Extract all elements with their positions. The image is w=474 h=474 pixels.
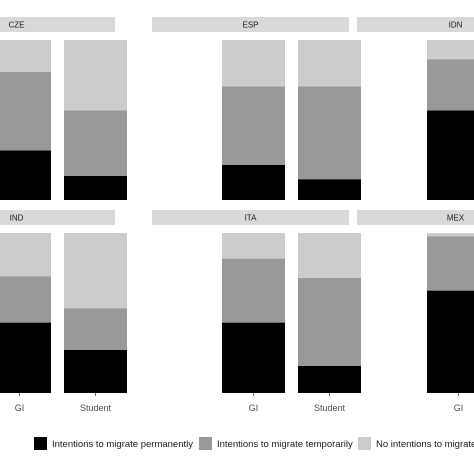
- panel-title: ITA: [245, 214, 258, 223]
- bar-segment-gi-3: [427, 233, 474, 237]
- bar-segment-gi-2: [427, 59, 474, 111]
- bar-segment-student-2: [298, 86, 361, 180]
- x-tick-label: Student: [80, 403, 112, 413]
- x-tick-label: GI: [454, 403, 464, 413]
- bar-segment-gi-1: [427, 110, 474, 200]
- bar-segment-gi-2: [427, 236, 474, 291]
- bar-segment-student-2: [64, 308, 127, 350]
- panel-strip: [152, 210, 349, 225]
- bar-segment-student-1: [64, 349, 127, 393]
- legend-label: Intentions to migrate permanently: [52, 439, 193, 450]
- bar-segment-gi-1: [222, 164, 285, 200]
- legend: Intentions to migrate permanently Intenti…: [34, 437, 474, 450]
- bar-segment-gi-3: [222, 40, 285, 87]
- panel-idn: IDN: [357, 17, 474, 200]
- legend-swatch: [199, 437, 212, 450]
- bar-segment-gi-2: [222, 258, 285, 323]
- panel-mex: MEX GI: [357, 210, 474, 413]
- bar-segment-gi-2: [0, 72, 51, 151]
- legend-swatch: [358, 437, 371, 450]
- bar-segment-student-2: [298, 277, 361, 366]
- panel-strip: [152, 17, 349, 32]
- panel-strip: [0, 17, 115, 32]
- bar-segment-student-3: [298, 233, 361, 278]
- panel-title: IND: [10, 214, 24, 223]
- panel-esp: ESP: [152, 17, 361, 200]
- x-tick-label: GI: [249, 403, 259, 413]
- bar-segment-student-3: [298, 40, 361, 87]
- legend-item-3: No intentions to migrate: [358, 437, 474, 450]
- panel-title: MEX: [447, 214, 465, 223]
- panel-strip: [357, 210, 474, 225]
- legend-item-2: Intentions to migrate temporarily: [199, 437, 353, 450]
- panel-strip: [357, 17, 474, 32]
- legend-swatch: [34, 437, 47, 450]
- panel-title: IDN: [449, 21, 463, 30]
- legend-label: Intentions to migrate temporarily: [217, 439, 353, 450]
- bar-segment-gi-3: [0, 233, 51, 277]
- bar-segment-student-1: [298, 179, 361, 200]
- panel-ind: IND GI Student: [0, 210, 127, 413]
- bar-segment-gi-3: [222, 233, 285, 259]
- bar-segment-gi-2: [222, 86, 285, 165]
- panel-title: CZE: [9, 21, 25, 30]
- x-tick-label: GI: [15, 403, 25, 413]
- panels-layer: CZE ESP IDN IND GI Student ITA GI Student MEX GI: [0, 17, 474, 413]
- bar-segment-gi-1: [427, 290, 474, 393]
- bar-segment-gi-3: [0, 40, 51, 72]
- legend-item-1: Intentions to migrate permanently: [34, 437, 193, 450]
- bar-segment-gi-3: [427, 40, 474, 60]
- bar-segment-student-3: [64, 40, 127, 111]
- bar-segment-gi-1: [222, 322, 285, 393]
- bar-segment-student-1: [298, 365, 361, 393]
- panel-strip: [0, 210, 115, 225]
- bar-segment-gi-1: [0, 322, 51, 393]
- bar-segment-student-1: [64, 176, 127, 200]
- panel-cze: CZE: [0, 17, 127, 200]
- bar-segment-student-3: [64, 233, 127, 309]
- bar-segment-student-2: [64, 110, 127, 176]
- panel-ita: ITA GI Student: [152, 210, 361, 413]
- x-tick-label: Student: [314, 403, 346, 413]
- panel-title: ESP: [242, 21, 258, 30]
- bar-segment-gi-2: [0, 276, 51, 323]
- legend-label: No intentions to migrate: [376, 439, 474, 450]
- bar-segment-gi-1: [0, 150, 51, 200]
